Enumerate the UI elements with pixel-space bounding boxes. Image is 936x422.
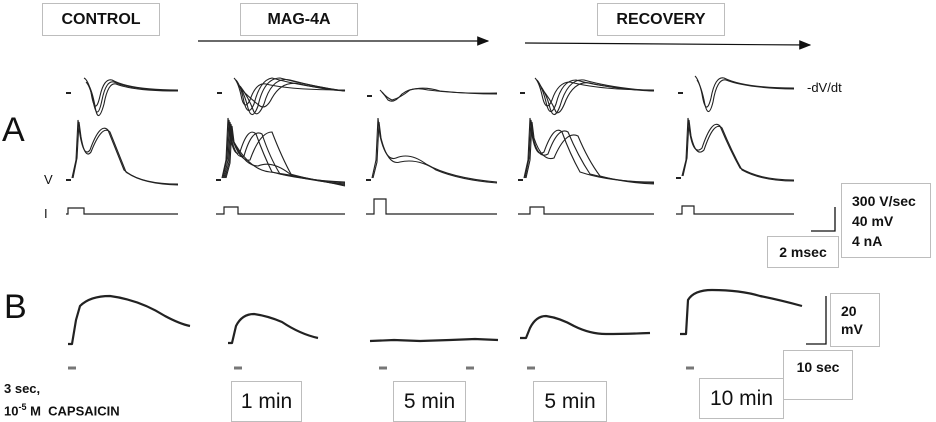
- stimulus-duration: 3 sec,: [4, 381, 41, 396]
- scale-b-voltage-value: 20: [841, 303, 857, 319]
- recovery-header: RECOVERY: [597, 3, 725, 36]
- voltage-label: V: [44, 172, 53, 187]
- time-label-10min: 10 min: [699, 378, 784, 419]
- dvdt-traces: [66, 75, 795, 117]
- scale-b-voltage-unit: mV: [841, 321, 863, 337]
- dvdt-label: -dV/dt: [807, 80, 842, 95]
- time-label-5min-mag: 5 min: [393, 381, 466, 422]
- capsaicin-traces: [68, 288, 803, 346]
- scale-voltage: 40 mV: [852, 212, 894, 229]
- scale-current: 4 nA: [852, 232, 883, 249]
- scale-time-a: 2 msec: [767, 236, 839, 268]
- time-label-1min: 1 min: [231, 381, 302, 422]
- control-header: CONTROL: [42, 3, 160, 36]
- voltage-traces: [66, 117, 795, 187]
- scale-bar-a: [811, 207, 836, 232]
- current-traces: [66, 198, 794, 215]
- scale-box-b: 20 mV: [830, 293, 880, 347]
- panel-a-label: A: [2, 111, 25, 149]
- stimulus-label: 3 sec, 10-5 M CAPSAICIN: [4, 380, 120, 420]
- recovery-arrow: [524, 40, 812, 50]
- time-label-5min-recovery: 5 min: [533, 381, 607, 422]
- panel-b-label: B: [4, 288, 27, 326]
- scale-bar-b: [806, 296, 827, 345]
- scale-time-b: 10 sec: [783, 350, 853, 400]
- scale-rate: 300 V/sec: [852, 192, 916, 209]
- current-label: I: [44, 206, 48, 221]
- scale-box-a: 300 V/sec 40 mV 4 nA: [841, 183, 931, 258]
- stimulus-concentration: 10-5 M CAPSAICIN: [4, 402, 120, 419]
- mag-header: MAG-4A: [240, 3, 358, 36]
